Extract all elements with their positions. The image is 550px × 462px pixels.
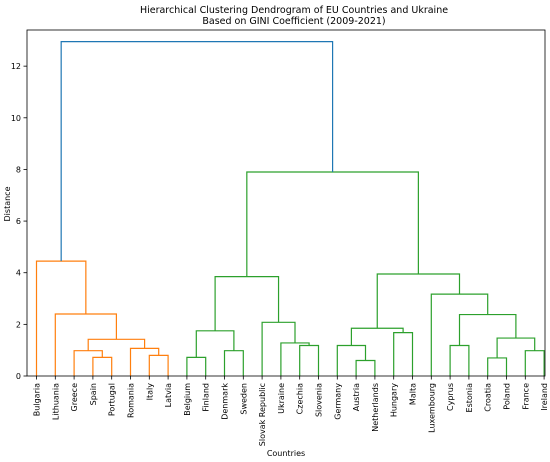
dendrogram-link [195,330,235,358]
dendrogram-link [246,171,419,277]
leaf-label: Spain [89,383,98,405]
y-tick-label: 12 [11,62,21,71]
leaf-label: Bulgaria [33,383,42,416]
leaf-label: Finland [202,383,211,412]
leaf-label: Malta [409,383,418,405]
leaf-label: Hungary [390,383,399,417]
dendrogram-link [186,356,207,376]
leaf-label: Croatia [484,383,493,412]
leaf-label: Netherlands [371,383,380,432]
leaf-label: Belgium [183,383,192,416]
dendrogram-link [299,344,320,376]
leaf-label: Estonia [465,383,474,413]
dendrogram-link [148,354,169,376]
leaf-label: Romania [127,383,136,418]
y-tick-label: 4 [16,269,21,278]
dendrogram-link [350,327,404,346]
y-axis-ticks: 0 2 4 6 8 10 12 [11,62,27,381]
y-tick-label: 8 [16,165,21,174]
leaf-label: Sweden [239,383,248,415]
dendrogram-link [261,321,296,376]
leaf-label: Denmark [221,383,230,420]
leaf-label: Portugal [108,383,117,416]
dendrogram-link [355,359,376,376]
dendrogram-link [458,313,517,346]
dendrogram-link [449,344,470,376]
leaf-label: Luxembourg [427,383,436,433]
y-tick-label: 2 [16,320,21,329]
leaf-label: Slovak Republic [258,383,267,446]
leaf-label: France [521,383,530,410]
dendrogram-links [35,41,545,376]
leaf-label: Cyprus [446,383,455,411]
leaf-label: Ukraine [277,383,286,414]
leaf-label: Italy [145,383,154,401]
y-tick-label: 10 [11,114,21,123]
dendrogram-link [280,342,310,376]
dendrogram-link [54,313,117,376]
leaf-label: Poland [503,383,512,410]
leaf-label: Germany [333,383,342,420]
x-axis-label: Countries [267,449,305,458]
dendrogram-link [430,293,489,376]
dendrogram-link [35,260,87,376]
dendrogram-link [129,347,160,376]
y-tick-label: 0 [16,372,21,381]
dendrogram-link [376,273,461,329]
leaf-labels: Bulgaria Lithuania Greece Spain Portugal Roma… [33,376,549,446]
dendrogram-link [214,275,280,331]
leaf-label: Austria [352,383,361,411]
dendrogram-link [92,356,113,376]
dendrogram-link [223,350,244,376]
leaf-label: Greece [70,383,79,412]
dendrogram-link [496,337,536,358]
dendrogram-link [73,350,103,376]
leaf-label: Lithuania [51,383,60,420]
dendrogram-link [60,41,334,262]
dendrogram-link [393,332,414,376]
y-tick-label: 6 [16,217,21,226]
chart-title: Hierarchical Clustering Dendrogram of EU… [140,5,448,16]
leaf-label: Latvia [164,383,173,407]
y-axis-label: Distance [3,186,12,221]
plot-frame [26,29,546,377]
leaf-label: Czechia [296,383,305,414]
leaf-label: Slovenia [315,383,324,417]
dendrogram-link [87,338,146,351]
dendrogram-link [487,357,508,376]
chart-subtitle: Based on GINI Coefficient (2009-2021) [202,16,385,27]
dendrogram-link [524,350,545,376]
leaf-label: Ireland [540,383,549,411]
